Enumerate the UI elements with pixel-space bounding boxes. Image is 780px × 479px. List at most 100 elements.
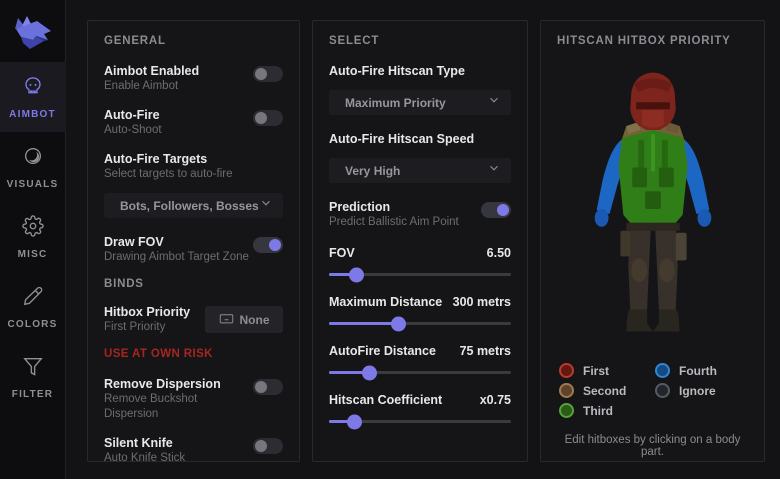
setting-title: Silent Knife [104, 436, 173, 450]
setting-title: Aimbot Enabled [104, 64, 200, 78]
sidebar-item-label: FILTER [11, 389, 54, 400]
legend-dot-ignore [655, 383, 670, 398]
setting-title: Auto-Fire Hitscan Type [329, 64, 465, 78]
slider-label: Maximum Distance [329, 295, 443, 309]
risk-warning-label: USE AT OWN RISK [104, 348, 213, 360]
hitscan-coefficient-slider[interactable] [329, 414, 511, 429]
auto-fire-toggle[interactable] [253, 110, 283, 126]
slider-thumb[interactable] [349, 267, 365, 282]
sidebar-item-label: AIMBOT [9, 109, 56, 120]
setting-title: Auto-Fire Hitscan Speed [329, 132, 475, 146]
slider-thumb[interactable] [391, 316, 407, 331]
slider-label: FOV [329, 246, 355, 260]
bind-button-label: None [239, 312, 270, 327]
slider-value: 6.50 [486, 246, 511, 260]
setting-auto-fire: Auto-Fire Auto-Shoot [104, 107, 283, 138]
panel-select-title: SELECT [329, 35, 380, 47]
legend-first[interactable]: First [559, 363, 655, 378]
max-distance-slider[interactable] [329, 316, 511, 331]
draw-fov-toggle[interactable] [253, 237, 283, 253]
setting-title: Hitbox Priority [104, 305, 191, 319]
setting-hitscan-coefficient-slider: Hitscan Coefficient x0.75 [329, 393, 511, 429]
sidebar-item-visuals[interactable]: VISUALS [0, 132, 66, 202]
character-model[interactable] [557, 63, 748, 355]
remove-dispersion-toggle[interactable] [253, 379, 283, 395]
chevron-down-icon [487, 93, 501, 112]
funnel-icon [22, 355, 44, 382]
contrast-icon [22, 145, 44, 172]
setting-subtitle: Enable Aimbot [104, 80, 179, 92]
hitbox-priority-bind-button[interactable]: None [205, 306, 283, 333]
setting-remove-dispersion: Remove Dispersion Remove Buckshot Disper… [104, 376, 283, 422]
legend-third[interactable]: Third [559, 403, 655, 418]
setting-prediction: Prediction Predict Ballistic Aim Point [329, 199, 511, 230]
hitscan-type-dropdown[interactable]: Maximum Priority [329, 90, 511, 115]
slider-label: Hitscan Coefficient [329, 393, 443, 407]
hitbox-boots[interactable] [625, 309, 680, 332]
sidebar-item-colors[interactable]: COLORS [0, 272, 66, 342]
setting-hitscan-speed: Auto-Fire Hitscan Speed Very High [329, 131, 511, 183]
autofire-distance-slider[interactable] [329, 365, 511, 380]
setting-subtitle: Auto-Shoot [104, 124, 162, 136]
slider-thumb[interactable] [362, 365, 378, 380]
setting-subtitle: Drawing Aimbot Target Zone [104, 251, 249, 263]
legend-ignore[interactable]: Ignore [655, 383, 748, 398]
legend-fourth[interactable]: Fourth [655, 363, 748, 378]
chevron-down-icon [259, 196, 273, 215]
dropdown-value: Bots, Followers, Bosses [120, 198, 259, 213]
silent-knife-toggle[interactable] [253, 438, 283, 454]
setting-title: Remove Dispersion [104, 377, 221, 391]
dropdown-value: Maximum Priority [345, 95, 446, 110]
sidebar-item-aimbot[interactable]: AIMBOT [0, 62, 66, 132]
hitbox-head[interactable] [629, 72, 676, 130]
gear-icon [21, 215, 44, 242]
setting-subtitle: Predict Ballistic Aim Point [329, 216, 459, 228]
panel-general: GENERAL Aimbot Enabled Enable Aimbot Aut… [87, 20, 300, 464]
sidebar-item-misc[interactable]: MISC [0, 202, 66, 272]
panel-select: SELECT Auto-Fire Hitscan Type Maximum Pr… [312, 20, 528, 462]
hitbox-torso[interactable] [617, 129, 688, 223]
setting-aimbot-enabled: Aimbot Enabled Enable Aimbot [104, 63, 283, 94]
hitscan-speed-dropdown[interactable]: Very High [329, 158, 511, 183]
setting-hitscan-type: Auto-Fire Hitscan Type Maximum Priority [329, 63, 511, 115]
legend-dot-second [559, 383, 574, 398]
wolf-logo [13, 16, 53, 52]
skull-icon [22, 75, 44, 102]
slider-value: 75 metrs [459, 344, 511, 358]
legend-dot-first [559, 363, 574, 378]
fov-slider[interactable] [329, 267, 511, 282]
slider-label: AutoFire Distance [329, 344, 436, 358]
binds-section-title: BINDS [104, 278, 144, 290]
panel-general-title: GENERAL [104, 35, 166, 47]
setting-title: Auto-Fire Targets [104, 152, 208, 166]
hitbox-edit-hint: Edit hitboxes by clicking on a body part… [564, 434, 741, 458]
slider-value: x0.75 [479, 393, 511, 407]
prediction-toggle[interactable] [481, 202, 511, 218]
slider-thumb[interactable] [347, 414, 363, 429]
sidebar-item-label: COLORS [7, 319, 58, 330]
hitbox-legend: First Fourth Second Ignore Third [559, 363, 748, 418]
setting-subtitle: Auto Knife Stick [104, 452, 186, 464]
setting-subtitle: Remove Buckshot Dispersion [104, 393, 198, 420]
auto-fire-targets-dropdown[interactable]: Bots, Followers, Bosses [104, 193, 283, 218]
setting-auto-fire-targets: Auto-Fire Targets Select targets to auto… [104, 151, 283, 218]
sidebar-item-filter[interactable]: FILTER [0, 342, 66, 412]
setting-silent-knife: Silent Knife Auto Knife Stick [104, 435, 283, 466]
setting-subtitle: First Priority [104, 321, 166, 333]
keyboard-icon [219, 311, 234, 329]
chevron-down-icon [487, 161, 501, 180]
setting-subtitle: Select targets to auto-fire [104, 168, 233, 180]
setting-hitbox-priority-bind: Hitbox Priority First Priority None [104, 304, 283, 335]
hitbox-legs[interactable] [619, 222, 687, 310]
content-area: GENERAL Aimbot Enabled Enable Aimbot Aut… [66, 0, 780, 479]
panel-hitbox-title: HITSCAN HITBOX PRIORITY [557, 35, 731, 47]
sidebar-item-label: MISC [17, 249, 48, 260]
aimbot-enabled-toggle[interactable] [253, 66, 283, 82]
hitbox-arms[interactable] [594, 137, 711, 227]
setting-draw-fov: Draw FOV Drawing Aimbot Target Zone [104, 234, 283, 265]
sidebar: AIMBOT VISUALS MISC [0, 0, 66, 479]
legend-dot-fourth [655, 363, 670, 378]
legend-second[interactable]: Second [559, 383, 655, 398]
eyedropper-icon [22, 285, 44, 312]
